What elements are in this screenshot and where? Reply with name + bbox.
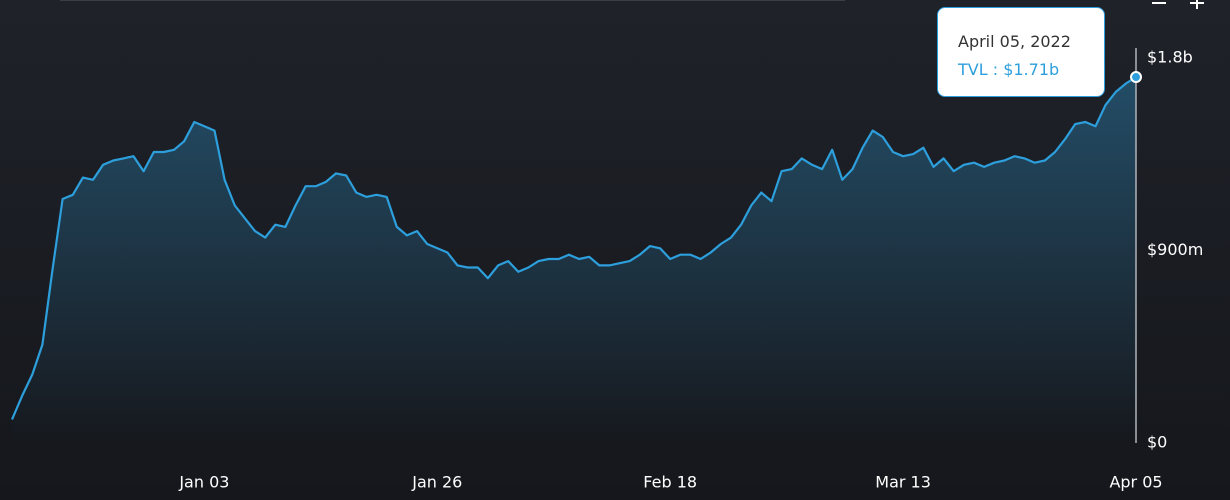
zoom-in-button[interactable] [1190, 0, 1204, 9]
area [12, 77, 1136, 443]
tooltip-date: April 05, 2022 [958, 32, 1071, 51]
tooltip: April 05, 2022 TVL : $1.71b [937, 7, 1105, 97]
x-tick-label: Feb 18 [643, 473, 697, 492]
x-tick-label: Apr 05 [1109, 473, 1162, 492]
hover-point [1130, 71, 1142, 84]
y-tick-label: $900m [1147, 240, 1203, 259]
x-tick-label: Jan 03 [178, 473, 229, 492]
line [10, 76, 1137, 420]
x-tick-label: Jan 26 [411, 473, 462, 492]
tooltip-value: TVL : $1.71b [958, 60, 1060, 79]
x-tick-label: Mar 13 [875, 473, 931, 492]
y-tick-label: $1.8b [1147, 47, 1193, 66]
y-tick-label: $0 [1147, 433, 1167, 452]
